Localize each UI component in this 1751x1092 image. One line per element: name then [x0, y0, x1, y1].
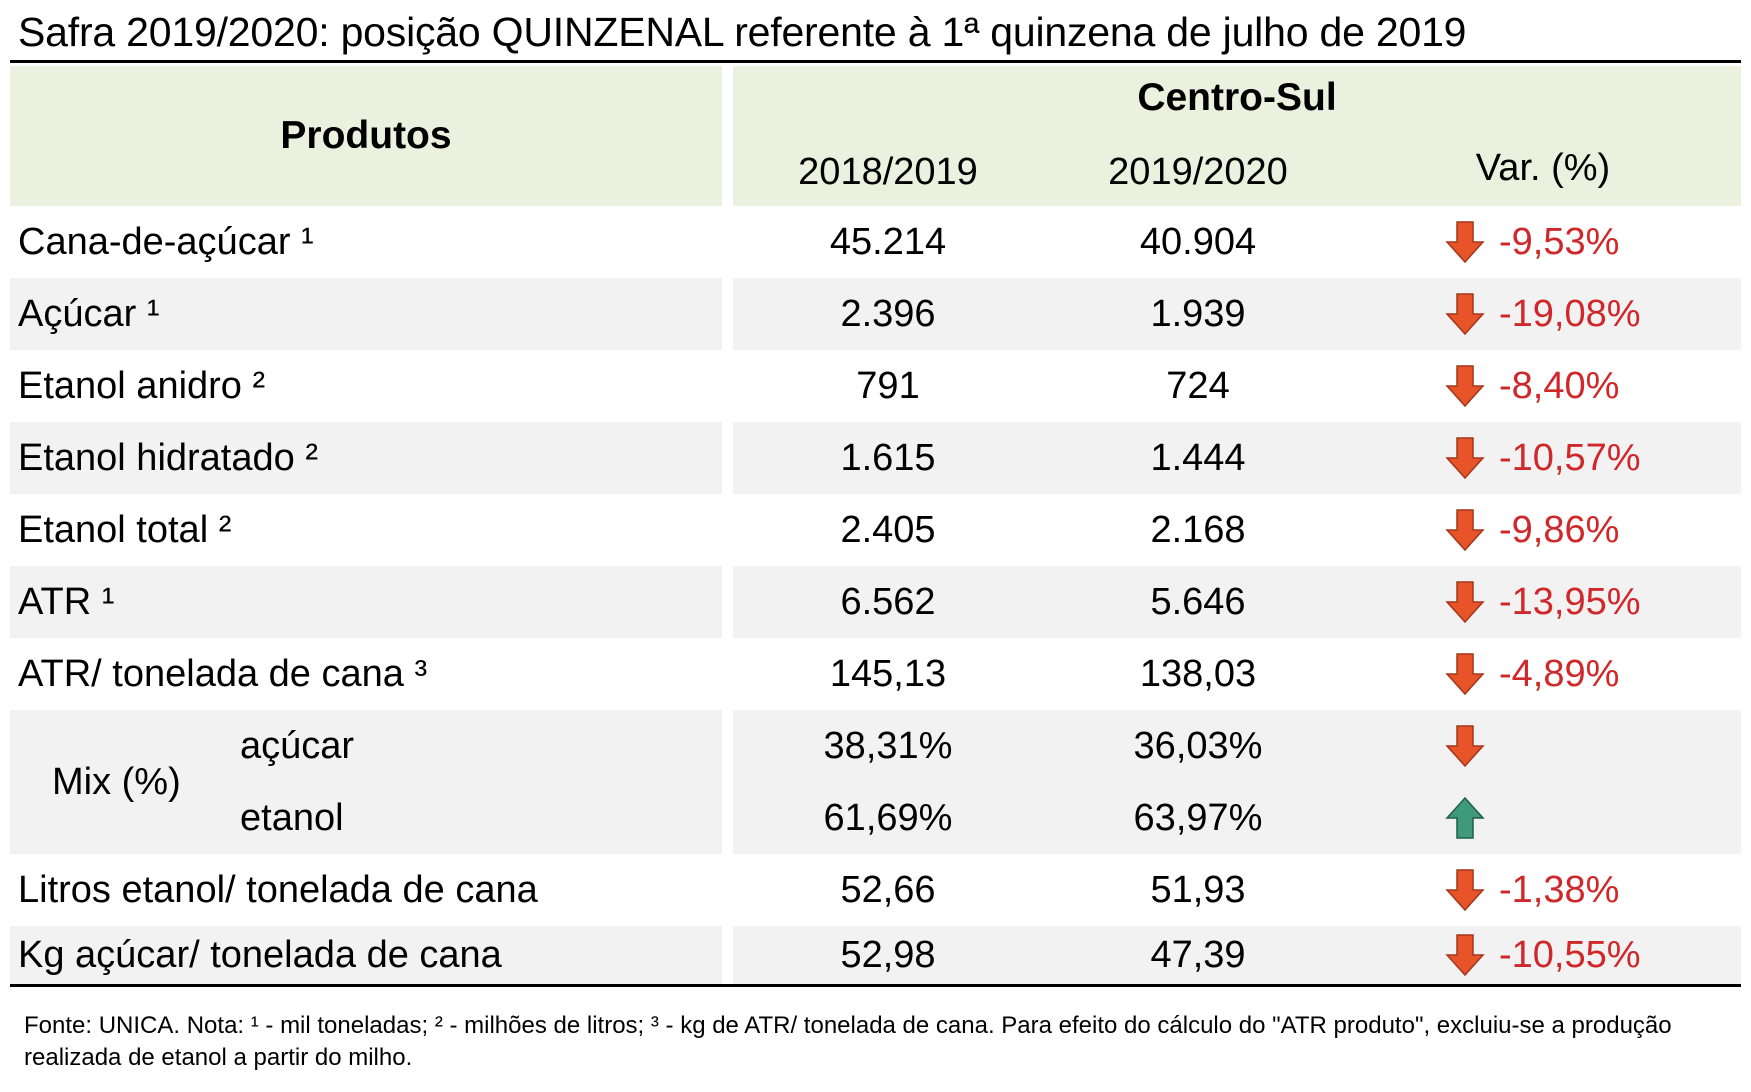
arrow-down-icon [1445, 365, 1485, 408]
row-curr: 5.646 [1150, 580, 1246, 623]
row-label: Kg açúcar/ tonelada de cana [18, 933, 502, 976]
row-label: Etanol total ² [18, 508, 232, 551]
mix-row-curr: 63,97% [1133, 796, 1263, 839]
row-var-value: -4,89% [1499, 652, 1620, 695]
arrow-down-icon [1445, 653, 1485, 696]
row-prev: 6.562 [840, 580, 936, 623]
band-left [10, 566, 722, 638]
band-right [733, 710, 1741, 854]
row-var: -10,57% [1445, 422, 1641, 494]
band-right [733, 422, 1741, 494]
row-prev: 52,66 [840, 868, 936, 911]
band-left [10, 422, 722, 494]
mix-row-prev: 38,31% [823, 724, 953, 767]
row-curr: 40.904 [1139, 220, 1257, 263]
header-region: Centro-Sul [1137, 76, 1337, 119]
band-left [10, 278, 722, 350]
band-right [733, 278, 1741, 350]
row-prev: 1.615 [840, 436, 936, 479]
header-products: Produtos [280, 114, 452, 157]
row-curr: 1.444 [1150, 436, 1246, 479]
mix-row-curr: 36,03% [1133, 724, 1263, 767]
row-var-value: -1,38% [1499, 868, 1620, 911]
row-prev: 52,98 [840, 933, 936, 976]
row-label: Açúcar ¹ [18, 292, 160, 335]
header-col-prev: 2018/2019 [798, 150, 978, 193]
row-label: Litros etanol/ tonelada de cana [18, 868, 538, 911]
row-label: ATR/ tonelada de cana ³ [18, 652, 428, 695]
row-label: Etanol hidratado ² [18, 436, 318, 479]
row-var: -8,40% [1445, 350, 1619, 422]
row-var: -1,38% [1445, 854, 1619, 926]
mix-row-prev: 61,69% [823, 796, 953, 839]
row-var-value: -9,86% [1499, 508, 1620, 551]
band-right [733, 566, 1741, 638]
row-prev: 45.214 [829, 220, 947, 263]
arrow-down-icon [1445, 869, 1485, 912]
row-prev: 145,13 [829, 652, 947, 695]
row-var-value: -19,08% [1499, 292, 1641, 335]
arrow-down-icon [1445, 509, 1485, 552]
arrow-down-icon [1445, 934, 1485, 977]
band-right [733, 926, 1741, 984]
band-left [10, 710, 722, 854]
row-curr: 1.939 [1150, 292, 1246, 335]
mix-label: Mix (%) [52, 760, 181, 803]
row-curr: 138,03 [1139, 652, 1257, 695]
row-var: -9,86% [1445, 494, 1619, 566]
row-label: Etanol anidro ² [18, 364, 266, 407]
mix-row-trend [1445, 710, 1499, 782]
mix-row-label: etanol [240, 796, 344, 839]
mix-row-trend [1445, 782, 1499, 854]
row-var-value: -13,95% [1499, 580, 1641, 623]
row-curr: 47,39 [1150, 933, 1246, 976]
row-curr: 51,93 [1150, 868, 1246, 911]
arrow-down-icon [1445, 725, 1485, 768]
row-var: -4,89% [1445, 638, 1619, 710]
row-var-value: -9,53% [1499, 220, 1620, 263]
row-label: ATR ¹ [18, 580, 115, 623]
arrow-down-icon [1445, 293, 1485, 336]
arrow-down-icon [1445, 221, 1485, 264]
header-col-curr: 2019/2020 [1108, 150, 1288, 193]
header-products-bg [10, 66, 722, 206]
row-curr: 724 [1166, 364, 1230, 407]
row-prev: 2.396 [840, 292, 936, 335]
row-var: -19,08% [1445, 278, 1641, 350]
row-var: -13,95% [1445, 566, 1641, 638]
page-title: Safra 2019/2020: posição QUINZENAL refer… [18, 9, 1467, 55]
row-var-value: -10,57% [1499, 436, 1641, 479]
header-col-var: Var. (%) [1475, 146, 1611, 189]
footnote: Fonte: UNICA. Nota: ¹ - mil toneladas; ²… [24, 1012, 1672, 1071]
row-prev: 791 [856, 364, 920, 407]
row-prev: 2.405 [840, 508, 936, 551]
row-var-value: -8,40% [1499, 364, 1620, 407]
row-var: -10,55% [1445, 926, 1641, 984]
row-curr: 2.168 [1150, 508, 1246, 551]
row-label: Cana-de-açúcar ¹ [18, 220, 314, 263]
row-var-value: -10,55% [1499, 933, 1641, 976]
arrow-down-icon [1445, 437, 1485, 480]
arrow-down-icon [1445, 581, 1485, 624]
band-left [10, 926, 722, 984]
row-var: -9,53% [1445, 206, 1619, 278]
header-region-bg [733, 66, 1741, 206]
mix-row-label: açúcar [240, 724, 355, 767]
top-rule [10, 60, 1741, 63]
bottom-rule [10, 984, 1741, 987]
arrow-up-icon [1445, 796, 1485, 839]
